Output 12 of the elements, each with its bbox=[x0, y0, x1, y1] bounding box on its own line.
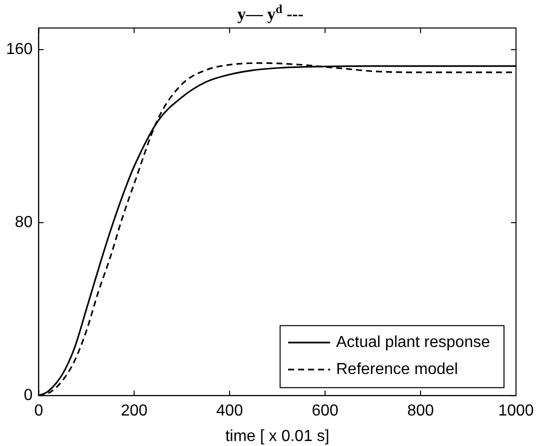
x-tick-label: 800 bbox=[407, 402, 434, 420]
x-axis-title: time [ x 0.01 s] bbox=[225, 428, 330, 445]
legend-label: Actual plant response bbox=[336, 334, 490, 352]
x-tick-label: 1000 bbox=[498, 402, 534, 420]
y-tick-label: 0 bbox=[24, 387, 33, 404]
x-tick-label: 400 bbox=[216, 402, 244, 420]
chart-title: y— y$^{d}$ --- bbox=[236, 2, 305, 25]
y-tick-label: 80 bbox=[14, 214, 33, 232]
y-tick-label: 160 bbox=[6, 41, 33, 58]
x-tick-label: 200 bbox=[120, 402, 148, 420]
legend-label: Reference model bbox=[336, 361, 458, 378]
x-tick-label: 600 bbox=[312, 402, 339, 420]
